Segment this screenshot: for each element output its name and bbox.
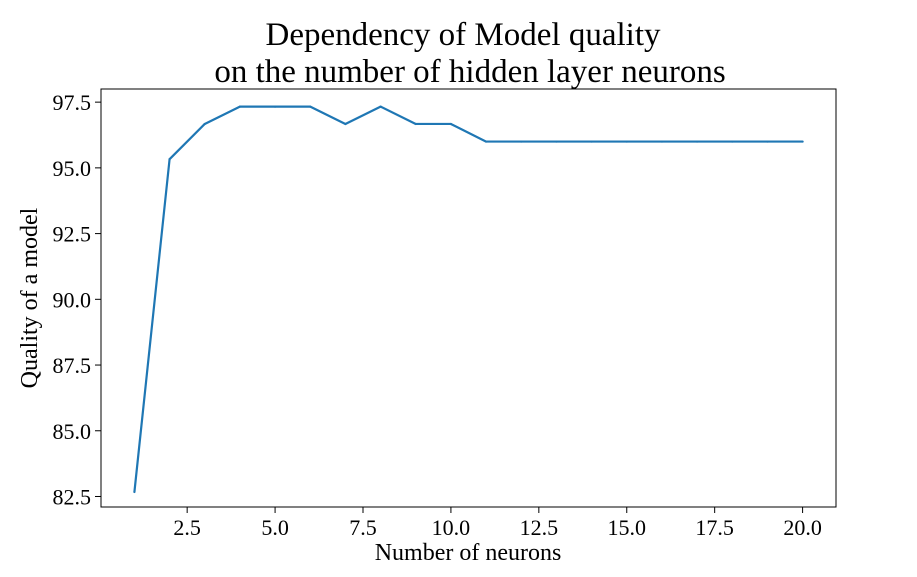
data-point — [414, 122, 417, 126]
x-axis-label: Number of neurons — [375, 540, 562, 566]
data-point — [133, 490, 136, 494]
plot-lines — [133, 105, 804, 494]
data-point — [203, 122, 206, 126]
data-point — [801, 140, 804, 143]
y-tick-label: 97.5 — [53, 90, 92, 115]
y-tick-label: 90.0 — [53, 287, 92, 312]
x-tick-label: 2.5 — [173, 515, 201, 540]
plot-frame — [100, 88, 837, 508]
x-tick-label: 12.5 — [520, 515, 559, 540]
data-point — [238, 105, 242, 108]
y-tick-label: 92.5 — [53, 222, 92, 247]
data-point — [309, 105, 312, 108]
x-tick-label: 15.0 — [608, 515, 647, 540]
data-point — [379, 105, 382, 108]
data-point — [660, 140, 664, 143]
data-point — [590, 140, 593, 143]
y-tick-label: 85.0 — [53, 419, 92, 444]
data-point — [625, 140, 628, 143]
data-point — [731, 140, 734, 143]
chart-title-line-1: Dependency of Model quality — [266, 17, 661, 53]
data-point — [344, 122, 347, 126]
data-point — [449, 122, 453, 126]
x-tick-label: 7.5 — [349, 515, 377, 540]
data-point — [484, 140, 488, 143]
data-point — [168, 158, 171, 161]
y-axis-label: Quality of a model — [17, 207, 43, 388]
y-tick-label: 87.5 — [53, 353, 92, 378]
x-tick-label: 20.0 — [783, 515, 822, 540]
data-point — [555, 140, 558, 143]
y-tick-label: 95.0 — [53, 156, 92, 181]
y-tick-label: 82.5 — [53, 484, 92, 509]
series-line — [133, 105, 803, 493]
x-axis: 2.5 5.0 7.5 10.0 12.5 15.0 17.5 20.0 — [173, 507, 822, 540]
x-tick-label: 10.0 — [432, 515, 471, 540]
data-point — [766, 140, 769, 143]
chart-title-line-2: on the number of hidden layer neurons — [214, 54, 725, 90]
data-point — [273, 105, 277, 108]
y-axis: 82.5 85.0 87.5 90.0 92.5 95.0 97.5 — [53, 90, 101, 509]
x-tick-label: 17.5 — [695, 515, 734, 540]
data-point — [695, 140, 699, 143]
data-point — [520, 140, 523, 143]
x-tick-label: 5.0 — [261, 515, 289, 540]
